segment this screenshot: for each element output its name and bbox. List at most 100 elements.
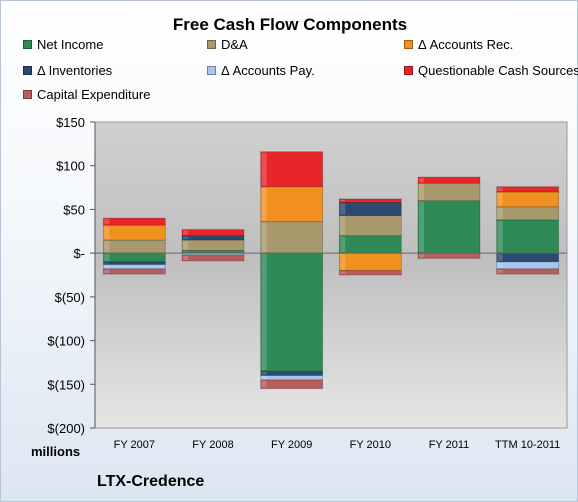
bar-capital-expenditure-fy-2011: [417, 252, 481, 259]
x-tick-label: FY 2009: [271, 439, 312, 451]
bar-highlight: [497, 262, 503, 268]
bar-highlight: [104, 254, 110, 261]
y-tick-label: $(150): [47, 377, 85, 392]
legend-label: Net Income: [37, 37, 104, 52]
y-tick-label: $150: [56, 115, 85, 130]
bar-highlight: [497, 269, 503, 274]
bar-highlight: [340, 271, 346, 274]
legend-swatch: [207, 40, 216, 49]
bar-net-income-fy-2007: [102, 252, 166, 263]
bar-d-a-fy-2008: [181, 239, 245, 251]
bar-highlight: [183, 236, 188, 240]
x-tick-label: FY 2007: [114, 439, 155, 451]
bar-highlight: [340, 236, 346, 253]
bar-highlight: [104, 219, 110, 225]
chart-plot: $150 $100 $50 $- $(50) $(100) $(150) $(200) FY 2…: [47, 115, 568, 451]
bar-net-income-fy-2011: [417, 200, 481, 254]
legend-item-d-a: D&A: [207, 37, 248, 52]
y-tick-label: $(200): [47, 421, 85, 436]
bar-net-income-fy-2009: [260, 252, 324, 372]
bar-highlight: [419, 201, 424, 253]
bar-capital-expenditure-fy-2007: [102, 268, 166, 275]
bar-highlight: [340, 254, 346, 270]
legend-item-accounts-rec: Δ Accounts Rec.: [404, 37, 513, 52]
bar-highlight: [497, 254, 503, 261]
bar-accounts-rec-ttm-10-2011: [496, 191, 560, 208]
bar-net-income-fy-2010: [338, 235, 402, 254]
bar-highlight: [419, 178, 424, 183]
bar-highlight: [419, 254, 424, 258]
legend-label: Δ Accounts Rec.: [418, 37, 514, 52]
bar-questionable-cash-sources-fy-2009: [260, 151, 324, 188]
y-tick-label: $(100): [47, 334, 85, 349]
legend-label: Δ Accounts Pay.: [221, 63, 315, 78]
bar-inventories-fy-2010: [338, 202, 402, 216]
bar-inventories-fy-2009: [260, 370, 324, 376]
legend-swatch: [23, 66, 32, 75]
bar-inventories-ttm-10-2011: [496, 252, 560, 263]
bar-accounts-pay-fy-2007: [102, 264, 166, 270]
bar-questionable-cash-sources-fy-2011: [417, 176, 481, 184]
bar-highlight: [183, 241, 188, 250]
bar-capital-expenditure-fy-2008: [181, 254, 245, 262]
y-tick-label: $(50): [55, 290, 85, 305]
y-tick-label: $100: [56, 159, 85, 174]
plot-area: [94, 121, 568, 429]
bar-highlight: [104, 269, 110, 274]
bar-highlight: [104, 262, 110, 264]
bar-highlight: [104, 226, 110, 240]
legend-item-capital-expenditure: Capital Expenditure: [23, 87, 150, 102]
bar-highlight: [419, 184, 424, 200]
legend-swatch: [404, 40, 413, 49]
bar-accounts-pay-fy-2009: [260, 375, 324, 381]
legend-item-inventories: Δ Inventories: [23, 63, 112, 78]
legend-label: Questionable Cash Sources: [418, 63, 578, 78]
bar-highlight: [497, 192, 503, 206]
legend-label: Δ Inventories: [37, 63, 113, 78]
bar-accounts-pay-ttm-10-2011: [496, 261, 560, 270]
legend-label: Capital Expenditure: [37, 87, 151, 102]
bar-d-a-fy-2007: [102, 239, 166, 254]
x-tick-label: TTM 10-2011: [495, 439, 560, 451]
legend-swatch: [23, 40, 32, 49]
bar-d-a-fy-2009: [260, 221, 324, 254]
bar-accounts-rec-fy-2010: [338, 252, 402, 272]
bar-questionable-cash-sources-ttm-10-2011: [496, 186, 560, 193]
x-tick-label: FY 2011: [429, 439, 470, 451]
bar-capital-expenditure-ttm-10-2011: [496, 268, 560, 275]
bar-highlight: [261, 254, 267, 371]
bar-highlight: [261, 152, 267, 186]
bar-highlight: [261, 187, 267, 221]
legend-label: D&A: [221, 37, 248, 52]
bar-highlight: [261, 372, 267, 375]
bar-questionable-cash-sources-fy-2008: [181, 229, 245, 237]
company-name: LTX-Credence: [97, 473, 205, 490]
bar-highlight: [183, 255, 188, 261]
legend-item-net-income: Net Income: [23, 37, 103, 52]
legend-swatch: [207, 66, 216, 75]
bar-accounts-rec-fy-2009: [260, 186, 324, 223]
bar-highlight: [183, 251, 188, 253]
bar-highlight: [340, 199, 346, 202]
bar-capital-expenditure-fy-2009: [260, 379, 324, 390]
bar-accounts-rec-fy-2007: [102, 224, 166, 241]
bar-inventories-fy-2008: [181, 235, 245, 241]
bar-highlight: [497, 220, 503, 253]
bar-highlight: [261, 376, 267, 379]
legend-item-questionable-cash-sources: Questionable Cash Sources: [404, 63, 578, 78]
bar-highlight: [497, 207, 503, 219]
bar-net-income-ttm-10-2011: [496, 219, 560, 254]
legend-swatch: [404, 66, 413, 75]
chart-title: Free Cash Flow Components: [172, 15, 408, 34]
legend-swatch: [23, 90, 32, 99]
x-tick-label: FY 2010: [350, 439, 391, 451]
bar-capital-expenditure-fy-2010: [338, 270, 402, 276]
bar-highlight: [104, 265, 110, 268]
bar-highlight: [261, 222, 267, 253]
bar-highlight: [497, 187, 503, 191]
bar-highlight: [104, 241, 110, 253]
bar-d-a-fy-2011: [417, 182, 481, 202]
bar-highlight: [340, 216, 346, 235]
bar-highlight: [340, 203, 346, 215]
